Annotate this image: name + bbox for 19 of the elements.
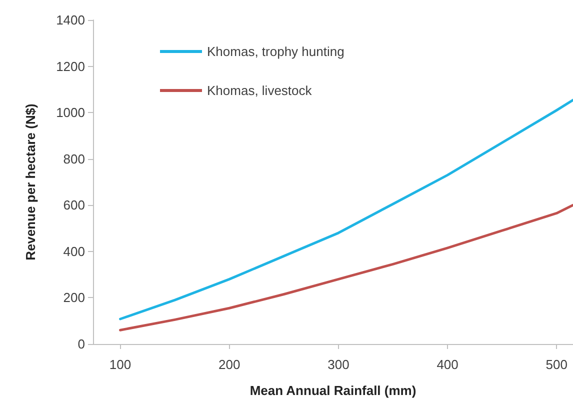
x-tick-label: 500	[546, 357, 568, 372]
y-tick-label: 600	[63, 198, 85, 213]
x-tick-label: 200	[218, 357, 240, 372]
y-tick-label: 1200	[56, 58, 85, 74]
x-tick-label: 400	[436, 357, 458, 372]
y-axis-title: Revenue per hectare (N$)	[23, 104, 38, 260]
x-tick-label: 100	[109, 357, 132, 372]
y-tick-label: 200	[63, 290, 85, 306]
line-series	[119, 98, 573, 320]
line-series	[119, 204, 573, 332]
y-tick-label: 1000	[56, 105, 85, 120]
x-tick-label: 300	[328, 357, 350, 372]
y-tick-label: 0	[78, 336, 85, 352]
legend-label: Khomas, livestock	[207, 83, 312, 98]
x-axis-title: Mean Annual Rainfall (mm)	[250, 383, 416, 398]
legend-label: Khomas, trophy hunting	[207, 44, 344, 59]
y-tick-label: 800	[63, 151, 85, 166]
y-tick-label: 400	[63, 244, 85, 259]
y-tick-label: 1400	[56, 12, 85, 28]
